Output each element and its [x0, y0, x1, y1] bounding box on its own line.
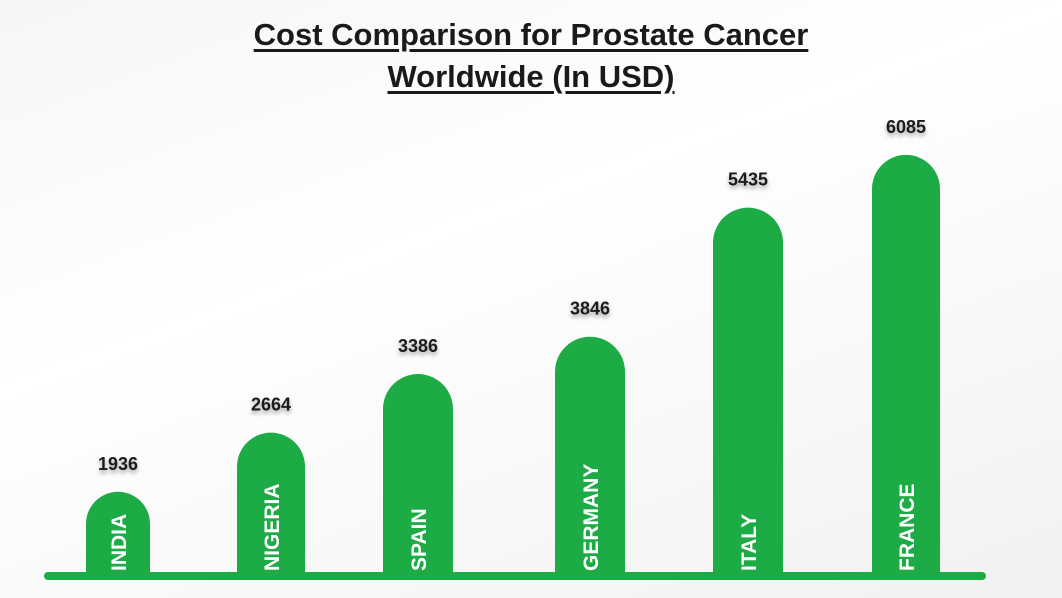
value-label: 2664 — [251, 395, 291, 415]
value-label: 3386 — [398, 336, 438, 356]
chart-title: Cost Comparison for Prostate Cancer Worl… — [0, 14, 1062, 98]
baseline — [44, 572, 986, 580]
bar-india — [86, 491, 150, 577]
bar-nigeria — [237, 432, 305, 577]
chart-title-line-2: Worldwide (In USD) — [387, 59, 675, 94]
bar-france — [872, 154, 940, 577]
category-label: FRANCE — [896, 484, 919, 572]
category-label: INDIA — [108, 514, 131, 571]
value-label: 1936 — [98, 454, 138, 474]
value-label: 5435 — [728, 170, 768, 190]
category-label: SPAIN — [408, 508, 431, 571]
value-label: 3846 — [570, 299, 610, 319]
category-label: ITALY — [738, 514, 761, 571]
category-label: NIGERIA — [261, 483, 284, 571]
value-label: 6085 — [886, 117, 926, 137]
chart-title-line-1: Cost Comparison for Prostate Cancer — [253, 17, 809, 52]
bar-spain — [383, 374, 453, 577]
bar-italy — [713, 207, 783, 578]
bar-germany — [555, 336, 625, 577]
category-label: GERMANY — [580, 464, 603, 571]
